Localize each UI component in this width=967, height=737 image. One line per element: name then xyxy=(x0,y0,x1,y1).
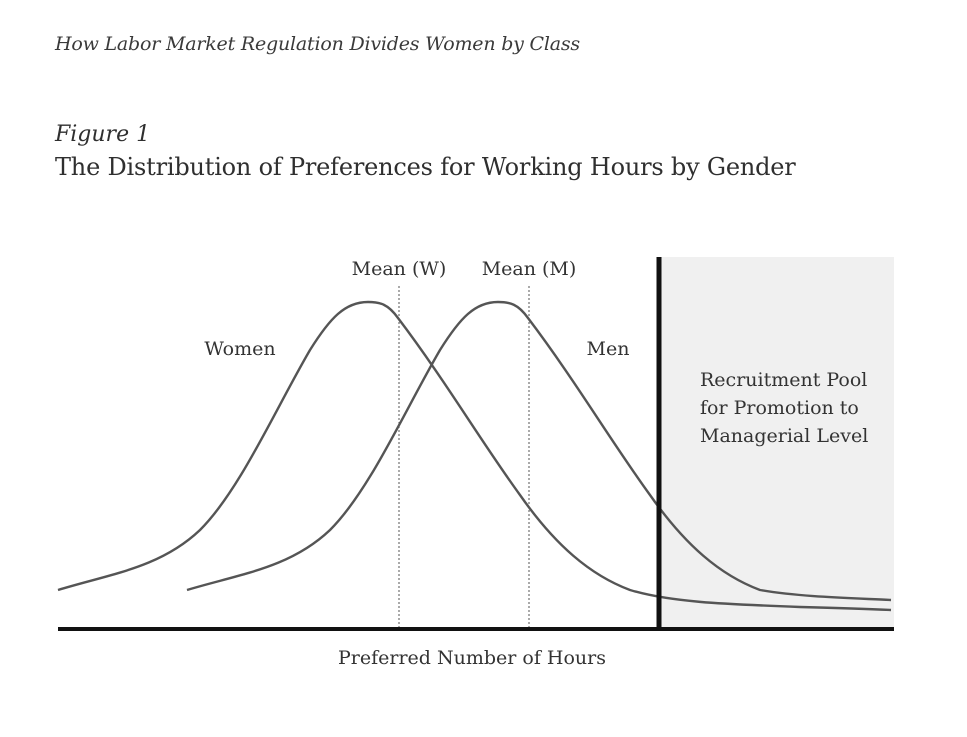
recruitment-pool-region xyxy=(659,257,894,630)
region-label-line1: Recruitment Pool xyxy=(700,369,867,391)
women-curve-label: Women xyxy=(204,338,275,360)
figure-label: Figure 1 xyxy=(55,122,151,147)
men-curve xyxy=(186,300,892,602)
running-head: How Labor Market Regulation Divides Wome… xyxy=(55,33,580,55)
mean-women-label: Mean (W) xyxy=(352,258,447,280)
figure-title: The Distribution of Preferences for Work… xyxy=(55,153,796,181)
mean-men-label: Mean (M) xyxy=(482,258,577,280)
region-label-line3: Managerial Level xyxy=(700,425,868,447)
men-curve-label: Men xyxy=(587,338,630,360)
x-axis-label: Preferred Number of Hours xyxy=(338,647,606,669)
women-curve xyxy=(57,300,892,612)
region-label-line2: for Promotion to xyxy=(700,397,859,419)
